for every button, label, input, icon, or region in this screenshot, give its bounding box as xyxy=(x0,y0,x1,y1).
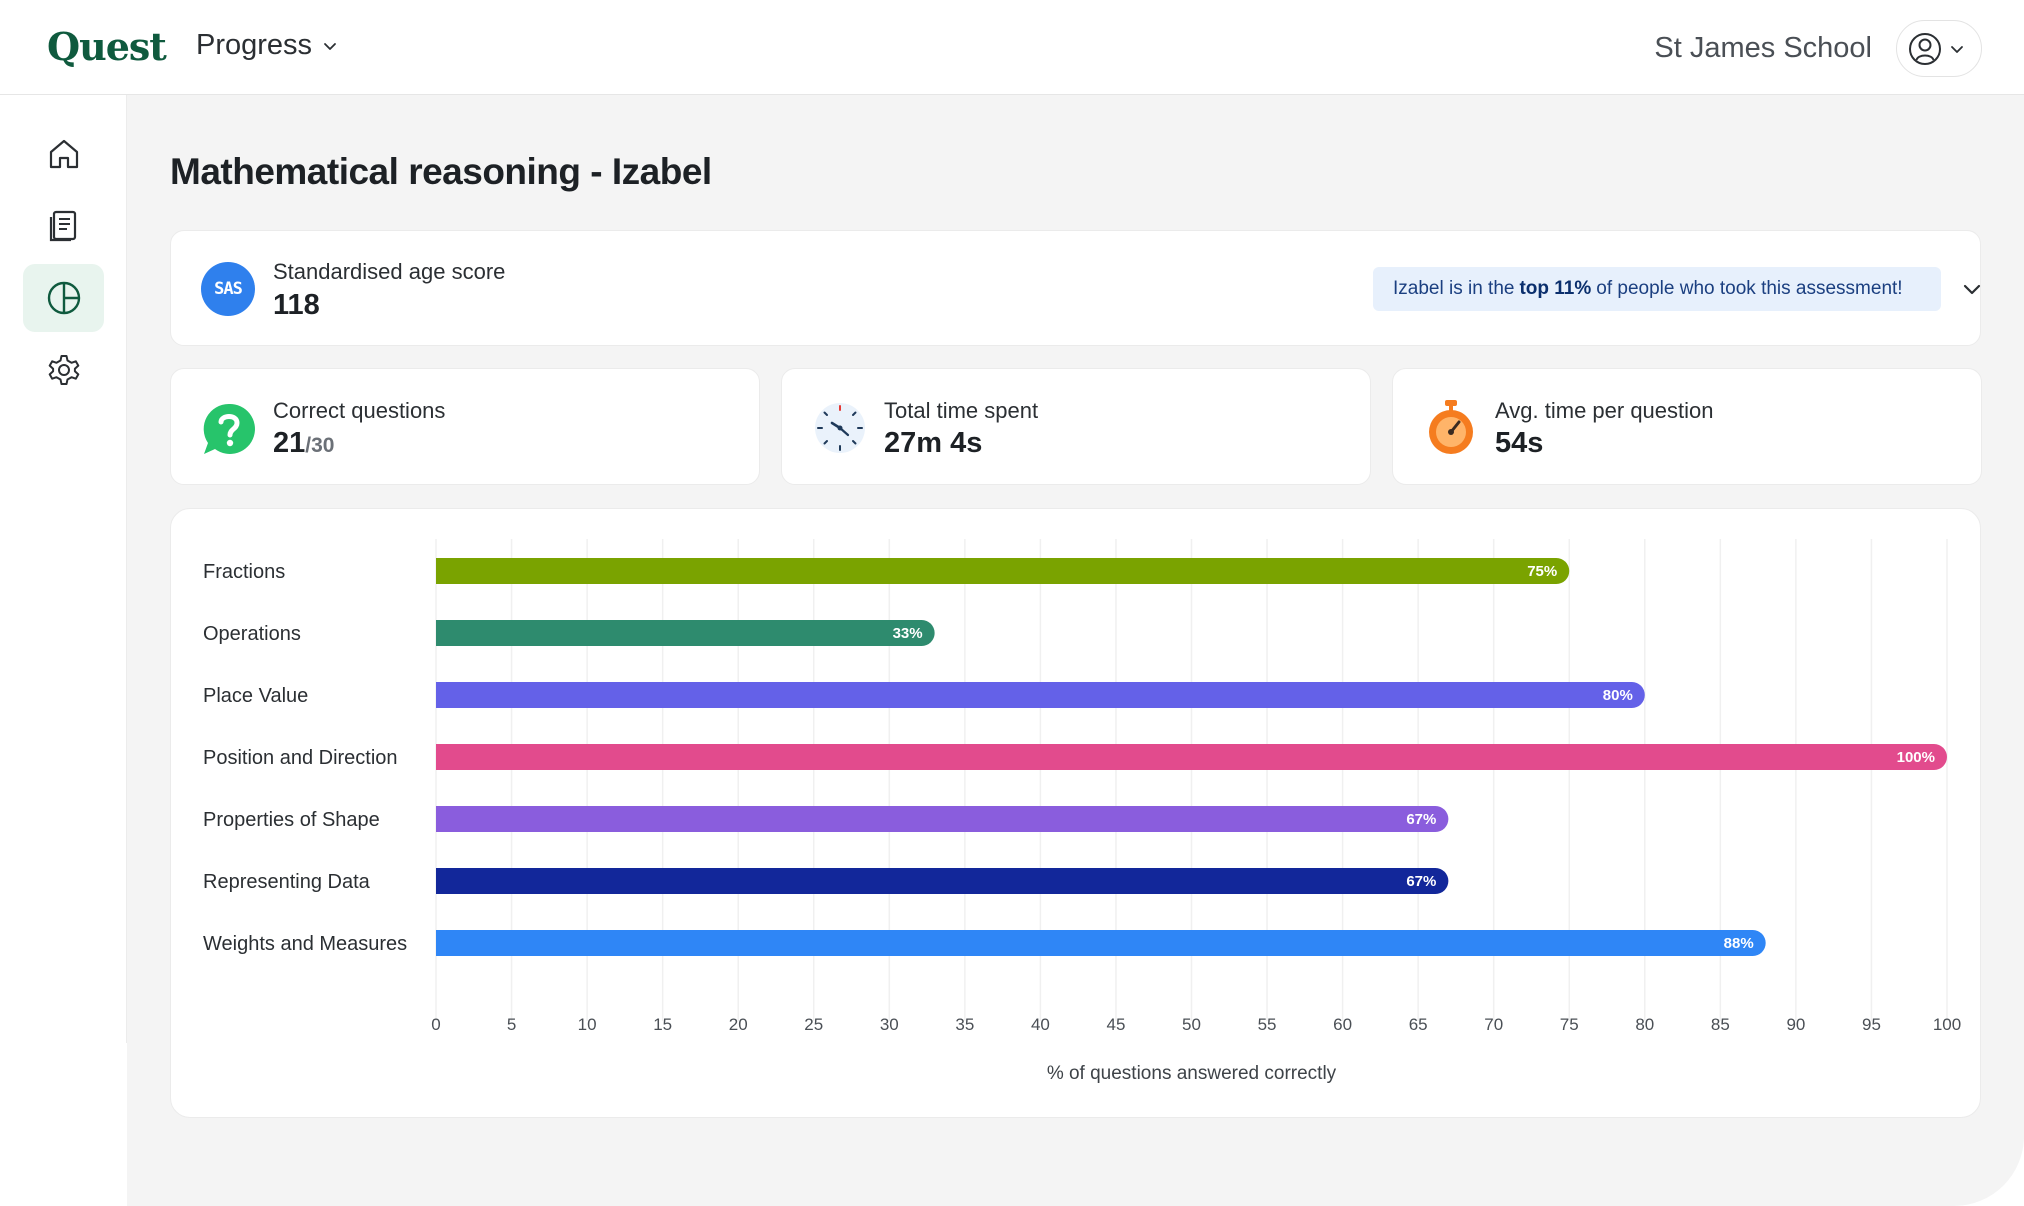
bar-value-label: 88% xyxy=(1724,935,1754,952)
sidebar-item-progress[interactable] xyxy=(23,264,104,332)
top-header: Quest Progress St James School xyxy=(0,0,2024,95)
total-time-label: Total time spent xyxy=(884,398,1039,423)
sas-value: 118 xyxy=(273,289,320,321)
sas-card: SAS Standardised age score 118 Izabel is… xyxy=(170,230,1981,346)
category-label: Properties of Shape xyxy=(203,809,380,831)
x-tick-label: 35 xyxy=(955,1015,974,1034)
avg-time-card: Avg. time per question 54s xyxy=(1392,368,1982,485)
clock-icon xyxy=(815,403,865,453)
x-tick-label: 75 xyxy=(1560,1015,1579,1034)
bar-value-label: 75% xyxy=(1527,563,1557,580)
total-time-card: Total time spent 27m 4s xyxy=(781,368,1371,485)
bar xyxy=(436,682,1645,708)
sidebar-item-home[interactable] xyxy=(23,120,104,188)
bar-left-cap xyxy=(436,744,462,770)
main-content: Mathematical reasoning - Izabel SAS Stan… xyxy=(127,95,2024,1206)
category-label: Fractions xyxy=(203,561,285,583)
bar-left-cap xyxy=(436,620,462,646)
bar-left-cap xyxy=(436,868,462,894)
x-tick-label: 10 xyxy=(578,1015,597,1034)
chevron-down-icon xyxy=(324,42,336,50)
sas-label: Standardised age score xyxy=(273,259,506,284)
x-tick-label: 80 xyxy=(1635,1015,1654,1034)
progress-nav-dropdown[interactable]: Progress xyxy=(196,29,338,62)
page-title: Mathematical reasoning - Izabel xyxy=(170,151,712,192)
quest-logo[interactable]: Quest xyxy=(47,24,167,69)
bar-left-cap xyxy=(436,930,462,956)
school-name: St James School xyxy=(1654,32,1872,64)
x-tick-label: 20 xyxy=(729,1015,748,1034)
bar-value-label: 67% xyxy=(1406,873,1436,890)
user-menu-button[interactable] xyxy=(1896,20,1982,77)
x-tick-label: 5 xyxy=(507,1015,516,1034)
bar xyxy=(436,806,1449,832)
user-avatar-icon xyxy=(1909,32,1941,65)
x-tick-label: 70 xyxy=(1484,1015,1503,1034)
category-label: Place Value xyxy=(203,685,308,707)
total-count: /30 xyxy=(305,434,335,457)
bar-left-cap xyxy=(436,682,462,708)
sidebar-item-reports[interactable] xyxy=(23,192,104,260)
category-label: Position and Direction xyxy=(203,747,398,769)
sas-badge-icon: SAS xyxy=(201,262,255,316)
x-tick-label: 50 xyxy=(1182,1015,1201,1034)
x-tick-label: 25 xyxy=(804,1015,823,1034)
category-label: Representing Data xyxy=(203,871,371,893)
x-tick-label: 40 xyxy=(1031,1015,1050,1034)
sidebar-item-settings[interactable] xyxy=(23,336,104,404)
category-label: Weights and Measures xyxy=(203,933,407,955)
bar-value-label: 33% xyxy=(893,625,923,642)
total-time-value: 27m 4s xyxy=(884,427,983,459)
x-tick-label: 100 xyxy=(1933,1015,1961,1034)
topic-bar-chart: Fractions 75% Operations 33% Place Value 80% P… xyxy=(203,539,1961,1084)
x-axis-title: % of questions answered correctly xyxy=(1047,1063,1337,1084)
correct-questions-value: 21/30 xyxy=(273,427,334,460)
question-bubble-icon xyxy=(203,403,255,454)
x-tick-label: 0 xyxy=(431,1015,440,1034)
x-tick-label: 15 xyxy=(653,1015,672,1034)
bar xyxy=(436,620,935,646)
bar xyxy=(436,868,1449,894)
expand-sas-button[interactable] xyxy=(1956,273,1988,305)
x-tick-label: 60 xyxy=(1333,1015,1352,1034)
topic-chart-card: Fractions 75% Operations 33% Place Value 80% P… xyxy=(170,508,1981,1118)
sidebar xyxy=(0,95,127,1043)
progress-nav-label: Progress xyxy=(196,29,313,61)
top-percentile-message: Izabel is in the top 11% of people who t… xyxy=(1373,267,1941,311)
x-tick-label: 95 xyxy=(1862,1015,1881,1034)
x-tick-label: 90 xyxy=(1786,1015,1805,1034)
bar-left-cap xyxy=(436,806,462,832)
bar-left-cap xyxy=(436,558,462,584)
correct-count: 21 xyxy=(273,427,306,459)
bar-value-label: 100% xyxy=(1897,749,1935,766)
x-tick-label: 55 xyxy=(1258,1015,1277,1034)
avg-time-value: 54s xyxy=(1495,427,1544,459)
bar xyxy=(436,744,1947,770)
message-suffix: of people who took this assessment! xyxy=(1596,278,1903,299)
document-icon xyxy=(49,210,76,242)
message-highlight: top 11% xyxy=(1519,278,1592,299)
home-icon xyxy=(49,139,78,169)
bar-value-label: 80% xyxy=(1603,687,1633,704)
sas-badge-text: SAS xyxy=(214,279,243,299)
bar xyxy=(436,558,1570,584)
category-label: Operations xyxy=(203,623,301,645)
stopwatch-icon xyxy=(1429,400,1473,454)
x-tick-label: 30 xyxy=(880,1015,899,1034)
avg-time-label: Avg. time per question xyxy=(1495,398,1714,423)
gear-icon xyxy=(48,355,79,385)
correct-questions-label: Correct questions xyxy=(273,398,446,423)
bar-value-label: 67% xyxy=(1406,811,1436,828)
message-prefix: Izabel is in the xyxy=(1393,278,1515,299)
chevron-down-icon xyxy=(1951,45,1963,53)
correct-questions-card: Correct questions 21/30 xyxy=(170,368,760,485)
pie-chart-icon xyxy=(47,281,80,315)
x-tick-label: 65 xyxy=(1409,1015,1428,1034)
chevron-down-icon xyxy=(1963,284,1981,295)
x-tick-label: 85 xyxy=(1711,1015,1730,1034)
x-tick-label: 45 xyxy=(1106,1015,1125,1034)
bar xyxy=(436,930,1766,956)
